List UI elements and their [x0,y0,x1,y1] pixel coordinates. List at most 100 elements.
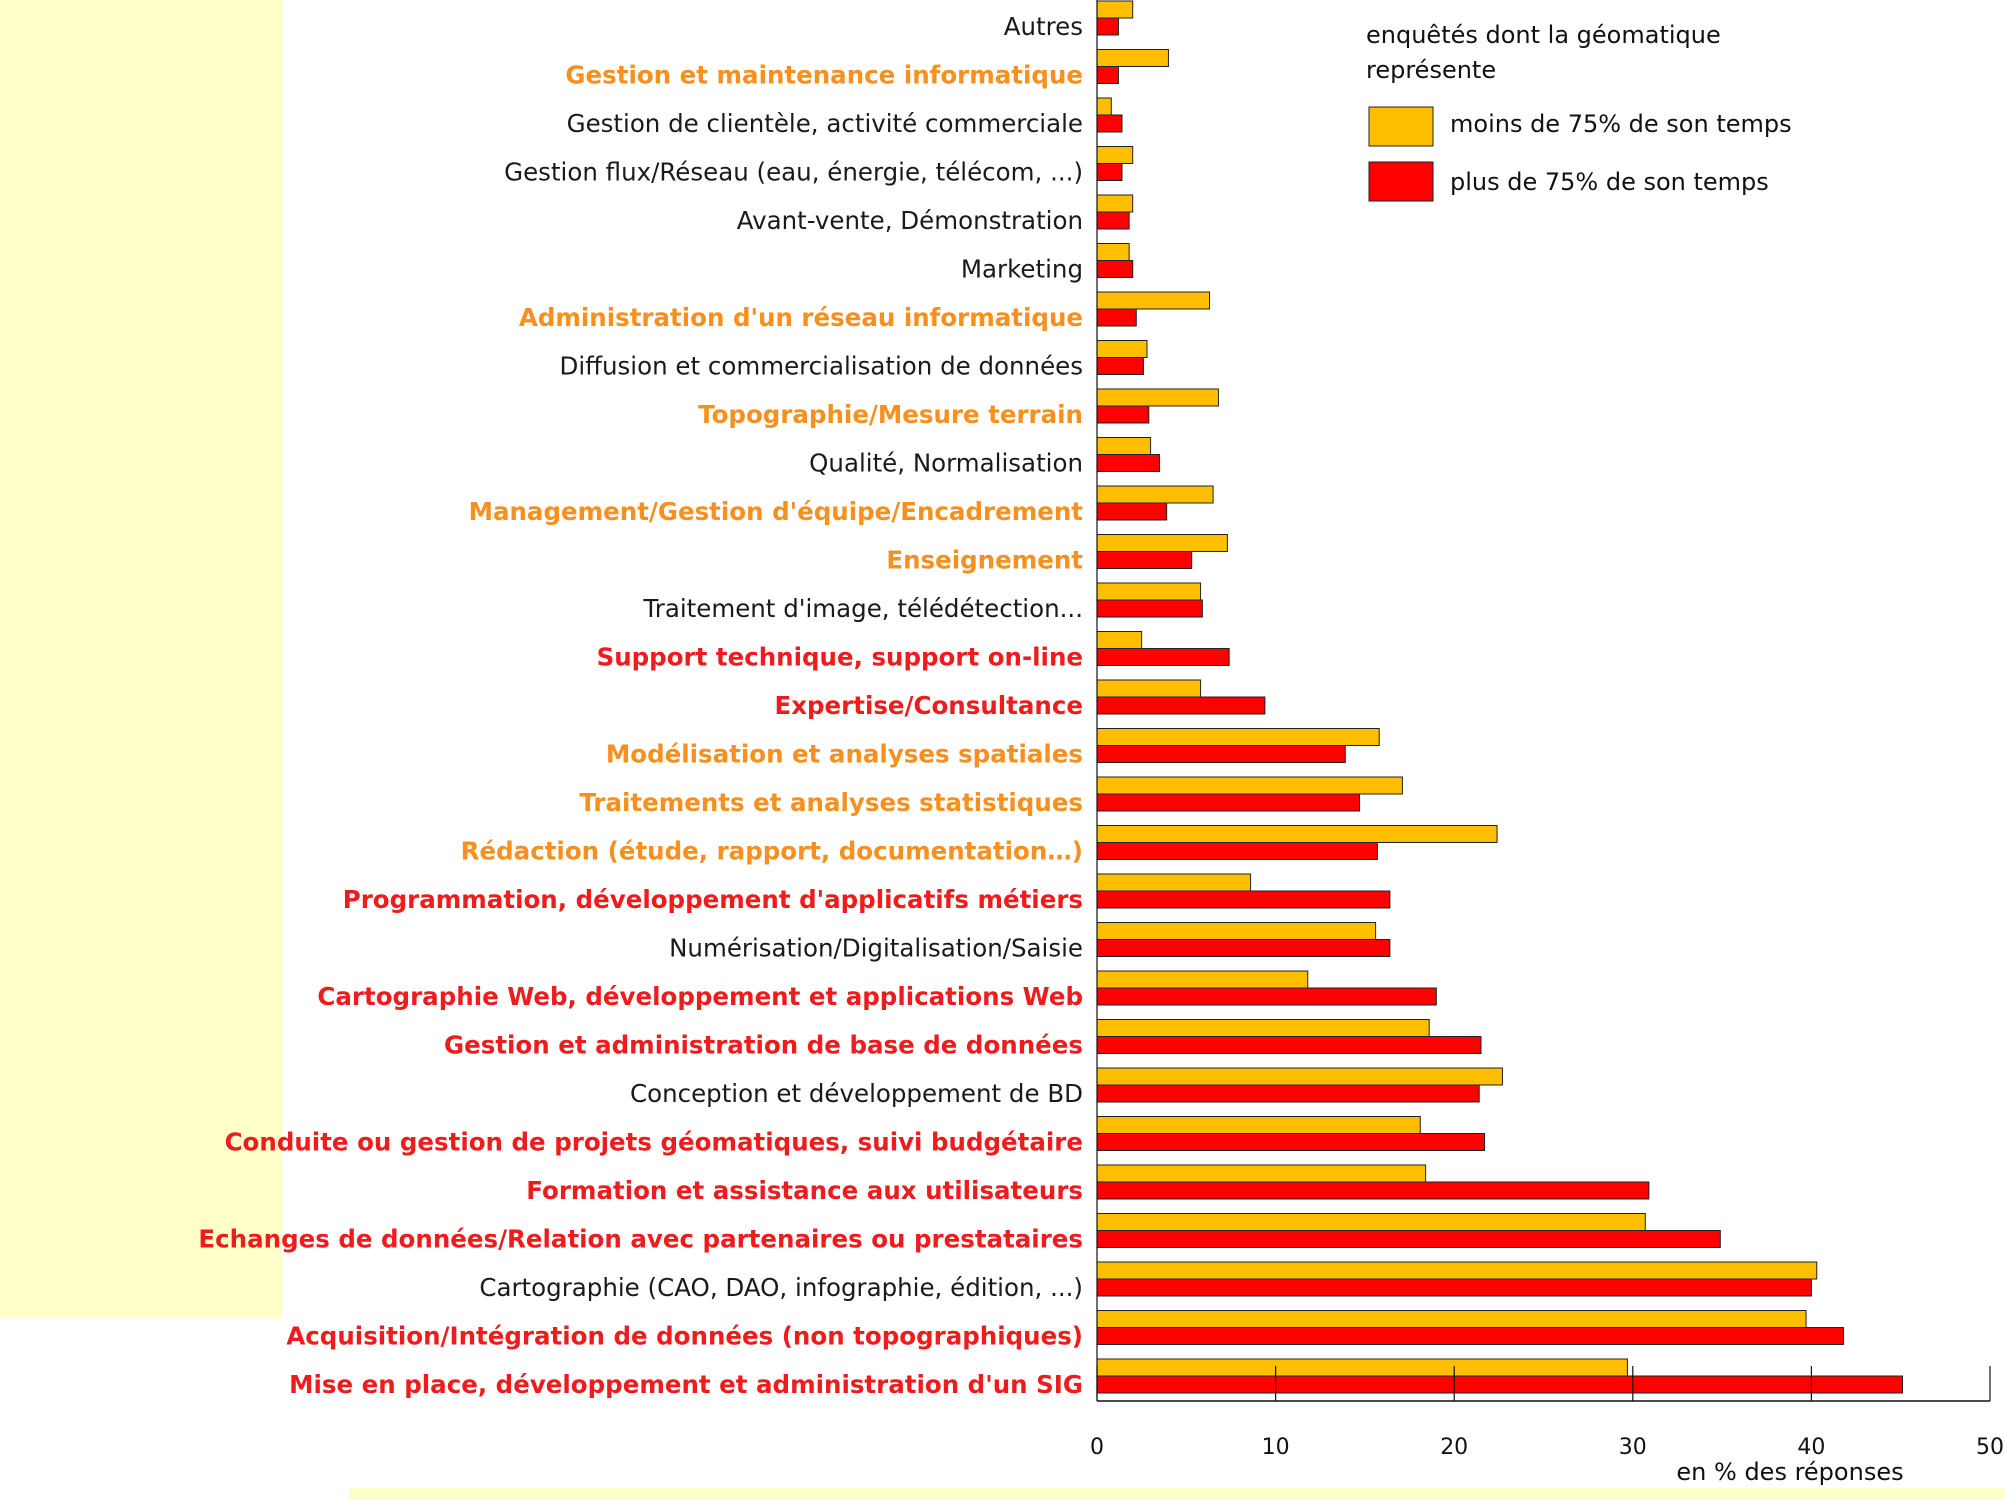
bar-plus-75-diffusion-et-commercialisation-de-donnee [1096,357,1144,375]
x-axis-ticks: 0 10 20 30 40 50 [1090,0,2004,1460]
category-label-diffusion-et-commercialisation-de-donnee: Diffusion et commercialisation de donnée… [559,352,1083,381]
x-axis-title: en % des réponses [1676,1458,1903,1486]
category-label-traitement-d-image-teledetection: Traitement d'image, télédétection... [642,594,1083,623]
bar-moins-75-gestion-et-administration-de-base-de-don [1096,1019,1430,1037]
bar-moins-75-programmation-developpement-d-applicatif [1096,873,1252,892]
bars-layer [1096,0,1903,1394]
bar-moins-75-redaction-etude-rapport-documentation [1096,825,1498,843]
bar-plus-75-acquisition-integration-de-donnees-non-t [1096,1327,1845,1345]
category-label-support-technique-support-on-line: Support technique, support on-line [597,643,1083,672]
bar-moins-75-topographie-mesure-terrain [1096,388,1219,407]
bar-moins-75-acquisition-integration-de-donnees-non-t [1096,1310,1807,1328]
bar-moins-75-diffusion-et-commercialisation-de-donnee [1096,340,1148,358]
bar-moins-75-expertise-consultance [1096,679,1202,698]
category-label-formation-et-assistance-aux-utilisateurs: Formation et assistance aux utilisateurs [526,1176,1083,1205]
bar-plus-75-marketing [1096,260,1134,278]
bar-plus-75-gestion-de-clientele-activite-commercial [1096,114,1123,133]
category-label-conduite-ou-gestion-de-projets-geomatiqu: Conduite ou gestion de projets géomatiqu… [225,1128,1083,1157]
bar-plus-75-autres [1096,17,1119,36]
bar-plus-75-mise-en-place-developpement-et-administr [1096,1375,1903,1394]
bar-moins-75-gestion-flux-reseau-eau-energie-telecom [1096,146,1134,164]
bottom-background-strip [349,1488,2005,1500]
bar-moins-75-numerisation-digitalisation-saisie [1096,922,1377,940]
left-background-panel [0,0,282,1318]
bar-moins-75-qualite-normalisation [1096,437,1152,455]
bar-moins-75-management-gestion-d-equipe-encadrement [1096,485,1214,504]
category-label-autres: Autres [1004,12,1083,41]
category-label-acquisition-integration-de-donnees-non-t: Acquisition/Intégration de données (non … [286,1322,1083,1351]
bar-moins-75-cartographie-cao-dao-infographie-edition [1096,1261,1818,1280]
bar-moins-75-traitements-et-analyses-statistiques [1096,776,1403,795]
bar-moins-75-support-technique-support-on-line [1096,631,1143,649]
bar-plus-75-gestion-et-administration-de-base-de-don [1096,1036,1482,1054]
bar-plus-75-gestion-et-maintenance-informatique [1096,66,1119,84]
category-label-management-gestion-d-equipe-encadrement: Management/Gestion d'équipe/Encadrement [469,497,1084,526]
bar-plus-75-topographie-mesure-terrain [1096,405,1150,424]
bar-plus-75-qualite-normalisation [1096,454,1161,472]
bar-plus-75-expertise-consultance [1096,696,1266,715]
bar-moins-75-avant-vente-demonstration [1096,194,1134,213]
category-label-conception-et-developpement-de-bd: Conception et développement de BD [630,1079,1083,1108]
category-label-marketing: Marketing [961,255,1083,284]
category-label-gestion-de-clientele-activite-commercial: Gestion de clientèle, activité commercia… [567,109,1083,138]
category-label-gestion-et-administration-de-base-de-don: Gestion et administration de base de don… [444,1031,1083,1060]
bar-moins-75-enseignement [1096,534,1228,552]
legend: enquêtés dont la géomatique représente m… [1366,21,1792,202]
bar-plus-75-support-technique-support-on-line [1096,648,1230,666]
bar-plus-75-gestion-flux-reseau-eau-energie-telecom [1096,163,1123,181]
bar-plus-75-conception-et-developpement-de-bd [1096,1084,1480,1103]
bar-plus-75-administration-d-un-reseau-informatique [1096,308,1137,327]
bar-plus-75-formation-et-assistance-aux-utilisateurs [1096,1181,1650,1200]
category-label-modelisation-et-analyses-spatiales: Modélisation et analyses spatiales [606,740,1083,769]
category-label-qualite-normalisation: Qualité, Normalisation [809,449,1083,478]
bar-moins-75-mise-en-place-developpement-et-administr [1096,1358,1628,1377]
bar-plus-75-avant-vente-demonstration [1096,211,1130,230]
category-labels: Autres Gestion et maintenance informatiqu… [198,12,1083,1399]
legend-title-line-2: représente [1366,56,1496,84]
bar-moins-75-autres [1096,0,1134,19]
bar-moins-75-conception-et-developpement-de-bd [1096,1067,1503,1086]
bar-moins-75-gestion-de-clientele-activite-commercial [1096,97,1112,116]
bar-plus-75-modelisation-et-analyses-spatiales [1096,745,1346,763]
legend-title-line-1: enquêtés dont la géomatique [1366,21,1721,49]
category-label-cartographie-cao-dao-infographie-edition: Cartographie (CAO, DAO, infographie, édi… [479,1273,1083,1302]
x-tick-label-50: 50 [1976,1435,2004,1460]
x-tick-label-30: 30 [1619,1435,1647,1460]
bar-plus-75-redaction-etude-rapport-documentation [1096,842,1378,860]
category-label-cartographie-web-developpement-et-applic: Cartographie Web, développement et appli… [317,982,1083,1011]
bar-moins-75-echanges-de-donnees-relation-avec-parten [1096,1213,1646,1231]
bar-plus-75-conduite-ou-gestion-de-projets-geomatiqu [1096,1133,1486,1151]
x-tick-label-20: 20 [1440,1435,1468,1460]
bar-moins-75-administration-d-un-reseau-informatique [1096,291,1211,310]
bar-moins-75-conduite-ou-gestion-de-projets-geomatiqu [1096,1116,1421,1134]
category-label-redaction-etude-rapport-documentation: Rédaction (étude, rapport, documentation… [461,837,1083,866]
bar-moins-75-modelisation-et-analyses-spatiales [1096,728,1380,746]
bar-plus-75-traitement-d-image-teledetection [1096,599,1203,618]
legend-label-moins-75: moins de 75% de son temps [1450,110,1792,138]
category-label-traitements-et-analyses-statistiques: Traitements et analyses statistiques [579,788,1083,817]
category-label-numerisation-digitalisation-saisie: Numérisation/Digitalisation/Saisie [669,934,1083,963]
bar-moins-75-formation-et-assistance-aux-utilisateurs [1096,1164,1427,1183]
x-tick-label-10: 10 [1262,1435,1290,1460]
bar-plus-75-numerisation-digitalisation-saisie [1096,939,1391,957]
category-label-topographie-mesure-terrain: Topographie/Mesure terrain [698,400,1083,429]
legend-swatch-moins-75 [1368,106,1434,147]
bar-plus-75-cartographie-web-developpement-et-applic [1096,987,1437,1006]
category-label-administration-d-un-reseau-informatique: Administration d'un réseau informatique [519,303,1083,332]
category-label-gestion-flux-reseau-eau-energie-telecom: Gestion flux/Réseau (eau, énergie, téléc… [504,158,1083,187]
bar-plus-75-management-gestion-d-equipe-encadrement [1096,502,1168,521]
bar-moins-75-traitement-d-image-teledetection [1096,582,1202,601]
category-label-expertise-consultance: Expertise/Consultance [774,691,1083,720]
bar-moins-75-marketing [1096,243,1130,261]
x-tick-label-40: 40 [1797,1435,1825,1460]
category-label-echanges-de-donnees-relation-avec-parten: Echanges de données/Relation avec parten… [198,1225,1083,1254]
bar-moins-75-gestion-et-maintenance-informatique [1096,49,1169,67]
bar-plus-75-cartographie-cao-dao-infographie-edition [1096,1278,1812,1297]
x-tick-label-0: 0 [1090,1435,1104,1460]
x-axis: 0 10 20 30 40 50 en % des réponses [1090,0,2004,1486]
legend-swatch-plus-75 [1368,161,1434,202]
bar-moins-75-cartographie-web-developpement-et-applic [1096,970,1309,989]
category-label-gestion-et-maintenance-informatique: Gestion et maintenance informatique [565,61,1083,90]
category-label-mise-en-place-developpement-et-administr: Mise en place, développement et administ… [289,1370,1083,1399]
